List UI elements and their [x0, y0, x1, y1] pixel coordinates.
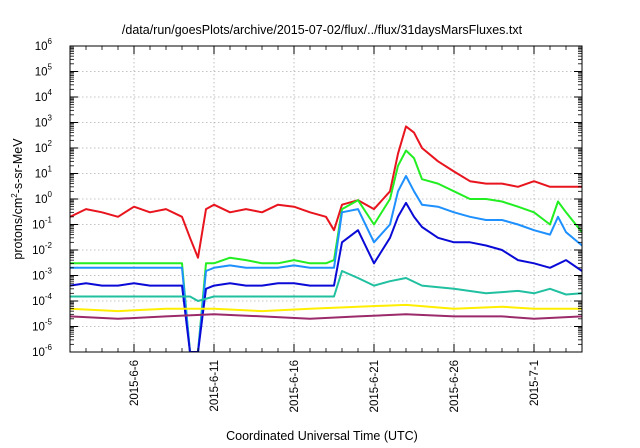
- y-tick-label: 101: [35, 165, 53, 181]
- x-tick-label: 2015-6-21: [369, 360, 381, 412]
- y-tick-base: 10: [35, 92, 48, 104]
- y-tick-base: 10: [35, 67, 48, 79]
- y-tick-label: 106: [35, 37, 53, 53]
- y-tick-label: 103: [35, 114, 53, 130]
- y-tick-exponent: -3: [45, 267, 53, 276]
- y-axis-label-base: protons/cm: [11, 198, 25, 260]
- y-tick-label: 10-5: [32, 318, 52, 334]
- y-tick-label: 104: [35, 88, 53, 104]
- x-tick-label: 2015-7-1: [529, 360, 541, 406]
- x-tick-label: 2015-6-16: [289, 360, 301, 412]
- y-tick-label: 105: [35, 63, 53, 79]
- y-tick-label: 10-3: [32, 267, 52, 283]
- y-tick-label: 10-1: [32, 216, 52, 232]
- x-tick-labels: 2015-6-6 2015-6-11 2015-6-16 2015-6-21 2015-…: [129, 360, 541, 412]
- series-line-5: [70, 270, 582, 302]
- y-tick-exponent: -4: [45, 292, 53, 301]
- x-axis-label: Coordinated Universal Time (UTC): [226, 429, 418, 443]
- series-line-3: [70, 175, 582, 352]
- y-axis-label-rest: -s-sr-MeV: [11, 138, 25, 194]
- y-tick-base: 10: [35, 41, 48, 53]
- x-tick-label: 2015-6-26: [449, 360, 461, 412]
- y-tick-exponent: 1: [48, 165, 53, 174]
- y-tick-label: 10-4: [32, 292, 52, 308]
- y-tick-base: 10: [32, 220, 45, 232]
- y-tick-exponent: -1: [45, 216, 53, 225]
- series-line-2: [70, 149, 582, 352]
- y-tick-base: 10: [35, 194, 48, 206]
- y-tick-labels: 10-610-510-410-310-210-11001011021031041…: [32, 37, 52, 359]
- series-line-7: [70, 313, 582, 320]
- x-tick-label: 2015-6-11: [209, 360, 221, 412]
- series-line-6: [70, 303, 582, 313]
- chart-title: /data/run/goesPlots/archive/2015-07-02/f…: [122, 23, 523, 37]
- grid: [70, 46, 582, 352]
- y-tick-label: 100: [35, 190, 53, 206]
- axis-ticks: [70, 45, 582, 353]
- y-axis-label-sup: 2: [10, 193, 19, 198]
- x-tick-label: 2015-6-6: [129, 360, 141, 406]
- series-line-1: [70, 125, 582, 259]
- y-tick-base: 10: [32, 296, 45, 308]
- series-line-4: [70, 201, 582, 352]
- y-tick-label: 10-2: [32, 241, 52, 257]
- y-tick-exponent: -2: [45, 241, 53, 250]
- y-axis-label: protons/cm2-s-sr-MeV: [10, 138, 25, 260]
- y-tick-exponent: 4: [48, 88, 53, 97]
- y-tick-exponent: 5: [48, 63, 53, 72]
- y-tick-base: 10: [35, 118, 48, 130]
- y-tick-exponent: 6: [48, 37, 53, 46]
- y-tick-base: 10: [32, 245, 45, 257]
- series-layer: [70, 125, 582, 352]
- y-tick-base: 10: [35, 143, 48, 155]
- y-tick-exponent: 3: [48, 114, 53, 123]
- y-tick-label: 102: [35, 139, 53, 155]
- y-tick-base: 10: [32, 322, 45, 334]
- y-tick-exponent: -5: [45, 318, 53, 327]
- y-tick-exponent: -6: [45, 343, 53, 352]
- y-tick-label: 10-6: [32, 343, 52, 359]
- y-tick-base: 10: [32, 347, 45, 359]
- y-tick-base: 10: [35, 169, 48, 181]
- y-tick-exponent: 2: [48, 139, 53, 148]
- y-tick-exponent: 0: [48, 190, 53, 199]
- y-tick-base: 10: [32, 271, 45, 283]
